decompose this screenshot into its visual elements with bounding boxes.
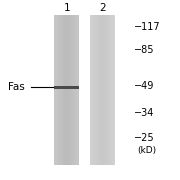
Bar — [90, 15, 91, 165]
Bar — [108, 15, 109, 165]
Bar — [91, 15, 92, 165]
Bar — [62, 15, 63, 165]
Bar — [99, 15, 100, 165]
Bar — [110, 15, 111, 165]
Bar — [78, 15, 79, 165]
Bar — [94, 15, 95, 165]
Bar — [105, 15, 106, 165]
Bar — [59, 15, 60, 165]
Text: (kD): (kD) — [137, 146, 156, 155]
Bar — [113, 15, 114, 165]
Bar — [114, 15, 115, 165]
Text: −85: −85 — [134, 45, 154, 55]
Bar — [103, 15, 104, 165]
Bar — [95, 15, 96, 165]
Text: −34: −34 — [134, 108, 154, 118]
Bar — [98, 15, 99, 165]
Bar — [73, 15, 74, 165]
Bar — [101, 15, 102, 165]
Bar — [112, 15, 113, 165]
Bar — [67, 15, 68, 165]
Bar — [61, 15, 62, 165]
Bar — [57, 15, 58, 165]
Bar — [111, 15, 112, 165]
Bar — [102, 15, 103, 165]
Text: −49: −49 — [134, 81, 154, 91]
Bar — [109, 15, 110, 165]
Bar — [66, 15, 67, 165]
Bar — [106, 15, 107, 165]
Bar — [72, 15, 73, 165]
Bar — [74, 15, 75, 165]
Bar — [65, 15, 66, 165]
Bar — [56, 15, 57, 165]
Bar — [70, 15, 71, 165]
Bar — [93, 15, 94, 165]
Bar — [100, 15, 101, 165]
Bar — [60, 15, 61, 165]
Text: Fas: Fas — [8, 82, 25, 92]
Bar — [69, 15, 70, 165]
Bar — [58, 15, 59, 165]
Bar — [54, 15, 55, 165]
Bar — [104, 15, 105, 165]
Bar — [75, 15, 76, 165]
Bar — [64, 15, 65, 165]
Bar — [107, 15, 108, 165]
Bar — [54, 86, 79, 89]
Bar — [76, 15, 77, 165]
Bar — [63, 15, 64, 165]
Text: 2: 2 — [99, 3, 106, 13]
Text: 1: 1 — [64, 3, 70, 13]
Bar — [55, 15, 56, 165]
Bar — [92, 15, 93, 165]
Bar — [77, 15, 78, 165]
Bar — [71, 15, 72, 165]
Bar — [97, 15, 98, 165]
Text: −117: −117 — [134, 22, 160, 32]
Text: −25: −25 — [134, 133, 154, 143]
Bar — [68, 15, 69, 165]
Bar — [96, 15, 97, 165]
